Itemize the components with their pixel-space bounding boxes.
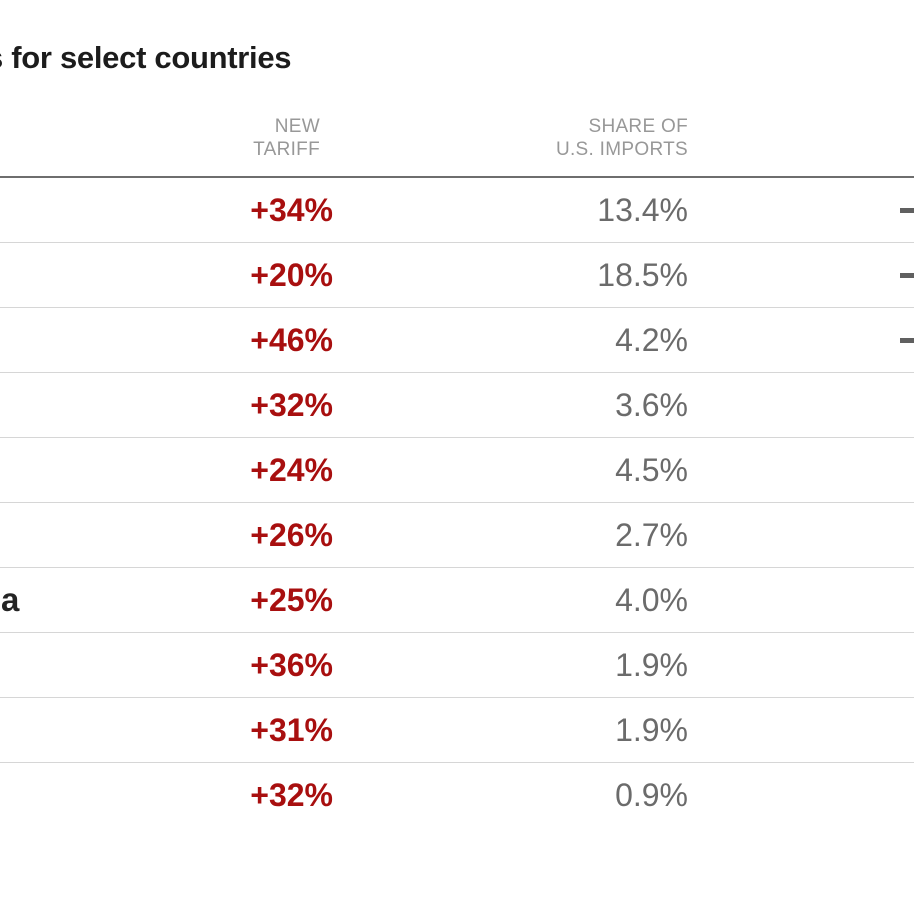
new-tariff-value: +36% — [250, 647, 333, 683]
cropped-minus-dash — [900, 273, 914, 278]
share-of-imports-value: 1.9% — [615, 647, 688, 683]
table-row: +20% 18.5% — [0, 243, 914, 308]
column-header-share-line1: SHARE OF — [588, 116, 688, 137]
cropped-minus-dash — [900, 338, 914, 343]
table-row: a +25% 4.0% — [0, 568, 914, 633]
new-tariff-value: +34% — [250, 192, 333, 228]
share-of-imports-value: 0.9% — [615, 777, 688, 813]
new-tariff-value: +24% — [250, 452, 333, 488]
header-rule-divider — [0, 176, 914, 178]
cropped-minus-dash — [900, 208, 914, 213]
table-row: +26% 2.7% — [0, 503, 914, 568]
share-of-imports-value: 13.4% — [597, 192, 688, 228]
new-tariff-value: +20% — [250, 257, 333, 293]
share-of-imports-value: 3.6% — [615, 387, 688, 423]
new-tariff-value: +31% — [250, 712, 333, 748]
column-header-share-of-us-imports: SHARE OF U.S. IMPORTS — [556, 115, 688, 161]
column-header-new-tariff: NEW TARIFF — [253, 115, 320, 161]
chart-title: s for select countries — [0, 40, 292, 75]
table-row: +32% 0.9% — [0, 763, 914, 828]
country-label: a — [1, 581, 20, 618]
new-tariff-value: +32% — [250, 387, 333, 423]
new-tariff-value: +25% — [250, 582, 333, 618]
table-row: +32% 3.6% — [0, 373, 914, 438]
table-row: +36% 1.9% — [0, 633, 914, 698]
table-body: +34% 13.4% +20% 18.5% +46% 4.2% +32% 3.6… — [0, 178, 914, 828]
column-header-share-line2: U.S. IMPORTS — [555, 139, 688, 160]
table-row: +34% 13.4% — [0, 178, 914, 243]
table-row: +24% 4.5% — [0, 438, 914, 503]
table-row: +46% 4.2% — [0, 308, 914, 373]
new-tariff-value: +32% — [250, 777, 333, 813]
table-row: +31% 1.9% — [0, 698, 914, 763]
share-of-imports-value: 2.7% — [615, 517, 688, 553]
column-header-new-tariff-line2: TARIFF — [253, 139, 320, 160]
column-header-new-tariff-line1: NEW — [274, 116, 320, 137]
share-of-imports-value: 4.0% — [615, 582, 688, 618]
new-tariff-value: +26% — [250, 517, 333, 553]
share-of-imports-value: 18.5% — [597, 257, 688, 293]
share-of-imports-value: 1.9% — [615, 712, 688, 748]
new-tariff-value: +46% — [250, 322, 333, 358]
share-of-imports-value: 4.2% — [615, 322, 688, 358]
share-of-imports-value: 4.5% — [615, 452, 688, 488]
